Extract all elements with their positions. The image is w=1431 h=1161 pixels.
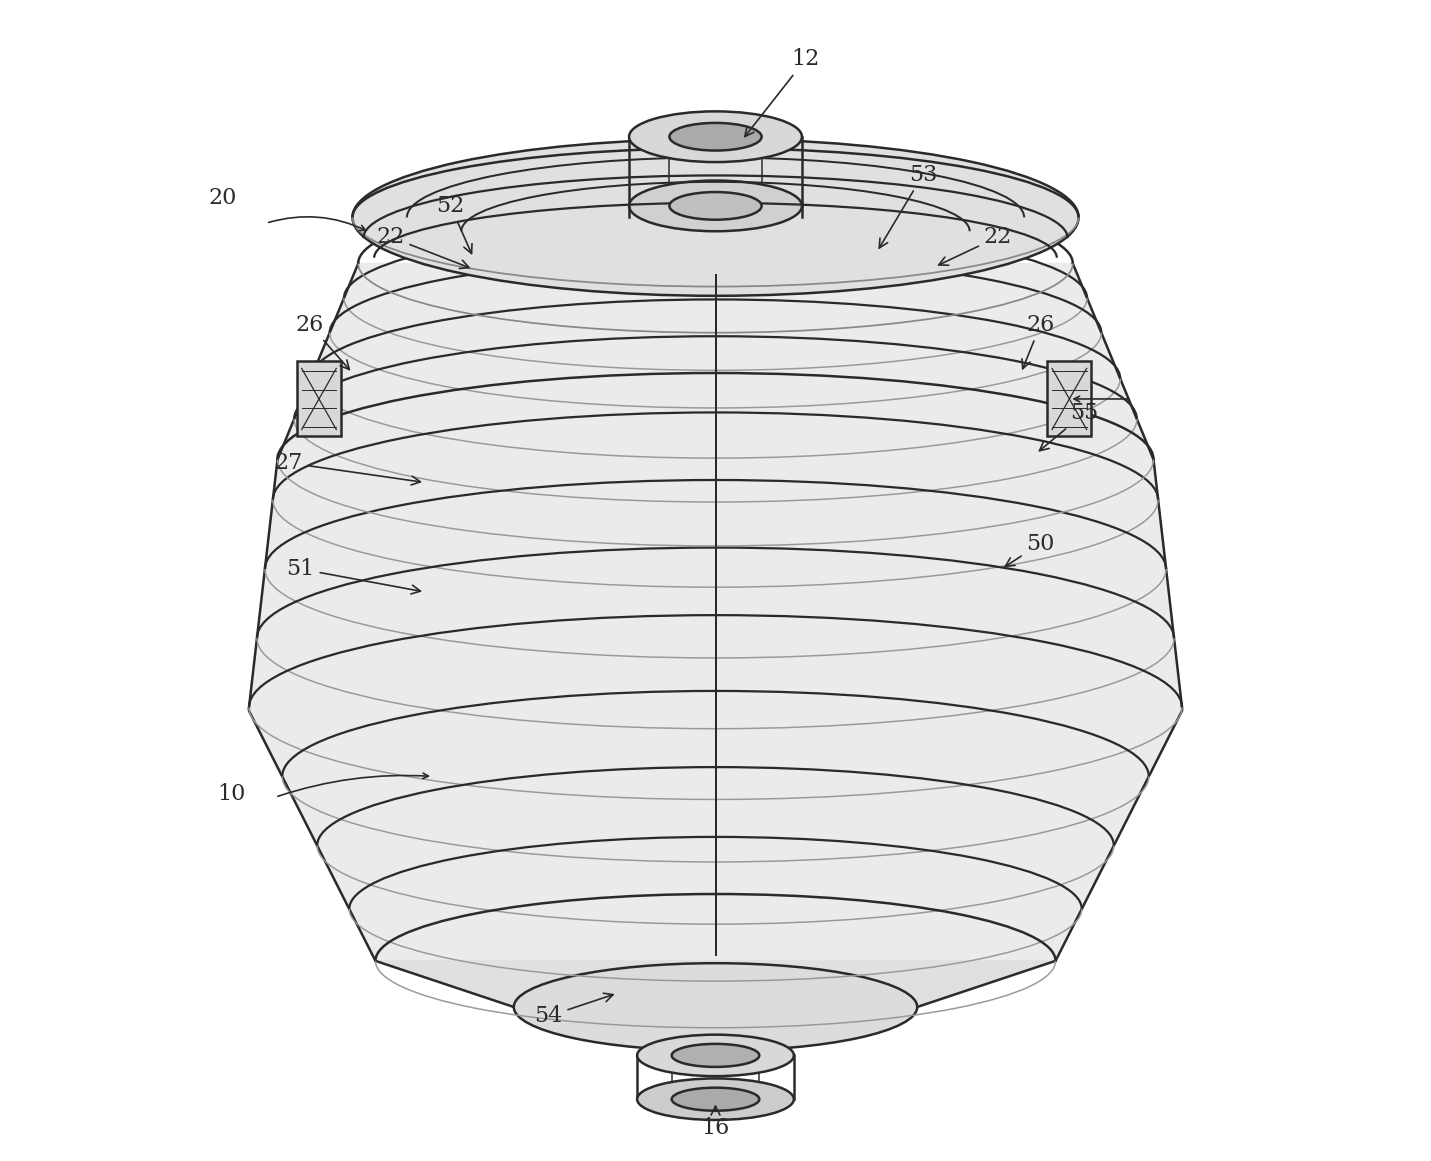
Text: 22: 22 xyxy=(376,226,469,268)
Text: 26: 26 xyxy=(1022,313,1055,369)
Text: 22: 22 xyxy=(939,226,1012,265)
Ellipse shape xyxy=(670,192,761,219)
Polygon shape xyxy=(278,264,1153,460)
Ellipse shape xyxy=(671,1044,760,1067)
Ellipse shape xyxy=(671,1088,760,1111)
Text: 53: 53 xyxy=(879,164,937,248)
Text: 50: 50 xyxy=(1005,533,1055,567)
Ellipse shape xyxy=(670,123,761,151)
Text: 20: 20 xyxy=(207,187,236,209)
Polygon shape xyxy=(375,961,1056,1007)
Text: 12: 12 xyxy=(746,49,820,137)
Ellipse shape xyxy=(637,1034,794,1076)
Ellipse shape xyxy=(630,180,801,231)
Text: 10: 10 xyxy=(218,783,246,805)
Text: 27: 27 xyxy=(275,452,421,485)
Text: 54: 54 xyxy=(534,993,612,1027)
Bar xyxy=(1047,361,1092,437)
Text: 51: 51 xyxy=(286,558,421,594)
Polygon shape xyxy=(249,460,1182,961)
Ellipse shape xyxy=(514,964,917,1051)
Text: 26: 26 xyxy=(296,313,349,369)
Text: 52: 52 xyxy=(436,195,472,253)
Ellipse shape xyxy=(630,111,801,163)
Text: 16: 16 xyxy=(701,1106,730,1139)
Ellipse shape xyxy=(637,1079,794,1120)
Bar xyxy=(298,361,341,437)
Text: 55: 55 xyxy=(1039,403,1099,450)
Ellipse shape xyxy=(352,139,1079,296)
